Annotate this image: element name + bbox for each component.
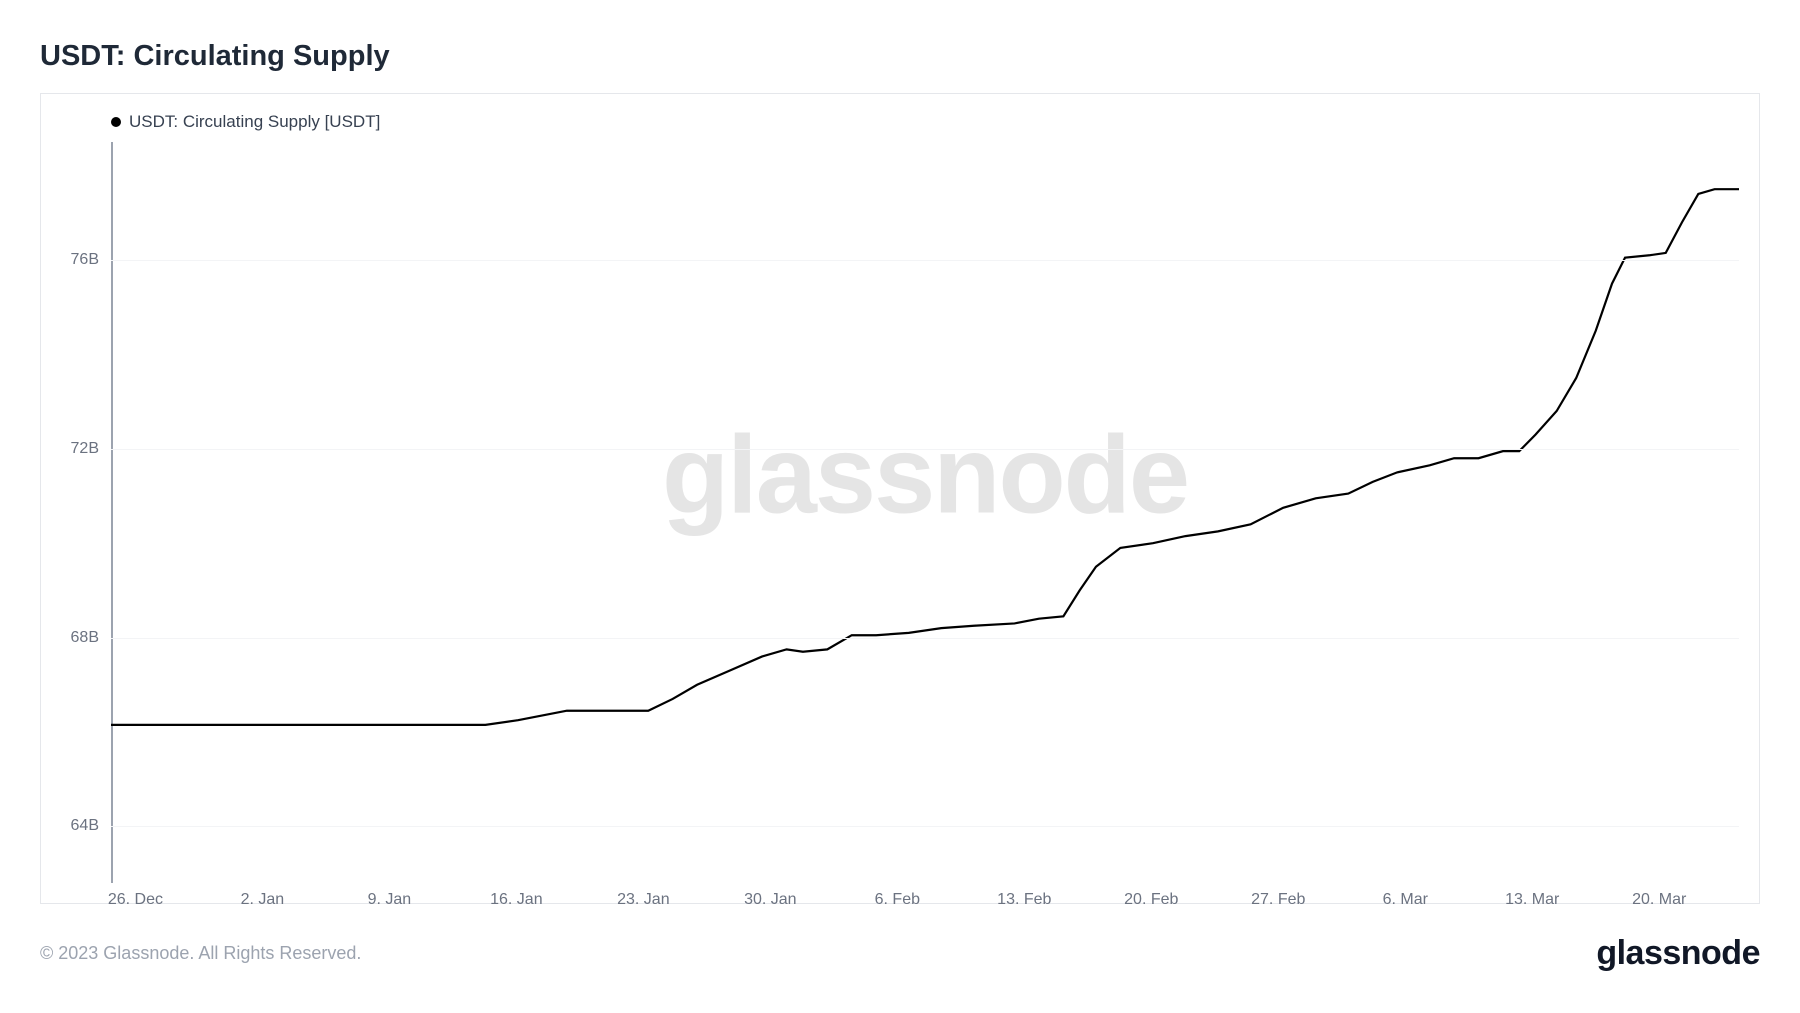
x-axis-label: 16. Jan xyxy=(490,891,542,909)
x-axis-label: 13. Mar xyxy=(1505,891,1559,909)
x-axis-label: 6. Mar xyxy=(1383,891,1428,909)
footer: © 2023 Glassnode. All Rights Reserved. g… xyxy=(40,934,1760,973)
x-axis-label: 9. Jan xyxy=(368,891,412,909)
chart-title: USDT: Circulating Supply xyxy=(40,40,1760,73)
data-line xyxy=(111,189,1739,725)
legend-marker-icon xyxy=(111,117,121,127)
x-axis-label: 27. Feb xyxy=(1251,891,1305,909)
brand-logo: glassnode xyxy=(1596,934,1760,973)
legend-label: USDT: Circulating Supply [USDT] xyxy=(129,112,380,132)
plot-area: glassnode 64B68B72B76B26. Dec2. Jan9. Ja… xyxy=(111,142,1739,883)
gridline-h xyxy=(111,826,1739,827)
x-axis-label: 30. Jan xyxy=(744,891,796,909)
x-axis-label: 23. Jan xyxy=(617,891,669,909)
y-axis-label: 72B xyxy=(71,440,99,458)
legend: USDT: Circulating Supply [USDT] xyxy=(111,112,1739,132)
line-chart-svg xyxy=(111,142,1739,883)
x-axis-label: 13. Feb xyxy=(997,891,1051,909)
x-axis-label: 2. Jan xyxy=(241,891,285,909)
x-axis-label: 26. Dec xyxy=(108,891,163,909)
x-axis-label: 6. Feb xyxy=(875,891,920,909)
x-axis-label: 20. Mar xyxy=(1632,891,1686,909)
y-axis-label: 68B xyxy=(71,629,99,647)
copyright-text: © 2023 Glassnode. All Rights Reserved. xyxy=(40,943,361,964)
y-axis-label: 76B xyxy=(71,251,99,269)
chart-wrapper: USDT: Circulating Supply [USDT] glassnod… xyxy=(40,93,1760,904)
y-axis-label: 64B xyxy=(71,817,99,835)
chart-container: USDT: Circulating Supply USDT: Circulati… xyxy=(0,0,1800,1013)
gridline-h xyxy=(111,260,1739,261)
gridline-h xyxy=(111,449,1739,450)
x-axis-label: 20. Feb xyxy=(1124,891,1178,909)
gridline-h xyxy=(111,638,1739,639)
